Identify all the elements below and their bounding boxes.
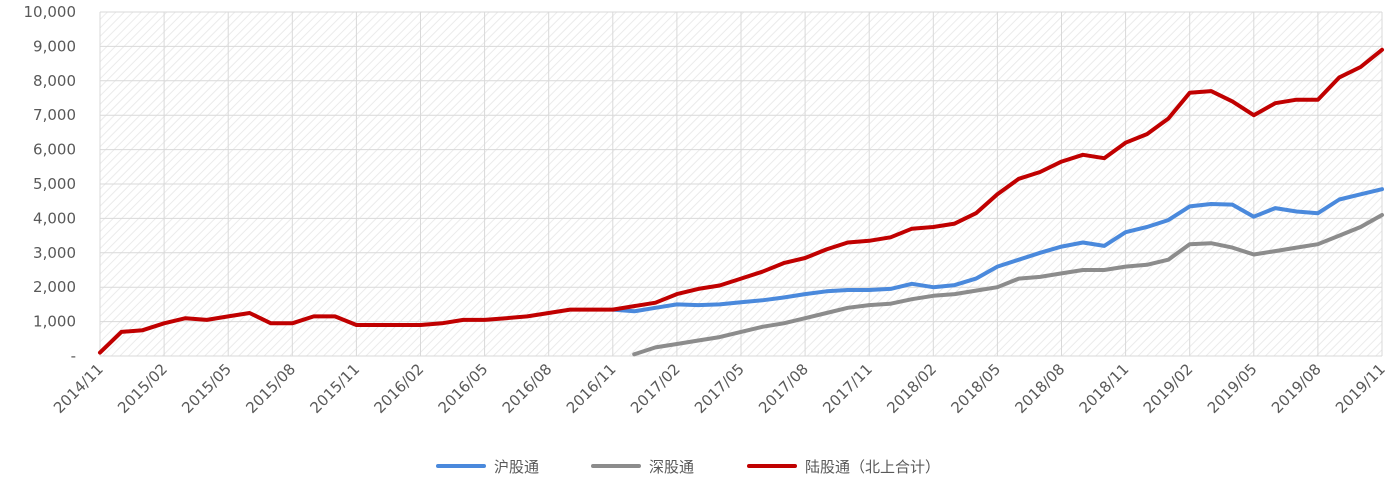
series-line-1 (632, 213, 1384, 357)
legend-label: 陆股通（北上合计） (805, 458, 940, 476)
x-tick-label: 2016/02 (371, 360, 428, 417)
x-tick-label: 2018/08 (1012, 360, 1069, 417)
y-tick-label: 3,000 (33, 244, 76, 262)
x-tick-label: 2015/11 (306, 360, 363, 417)
x-tick-label: 2017/02 (627, 360, 684, 417)
y-tick-label: 9,000 (33, 37, 76, 55)
x-tick-label: 2017/05 (691, 360, 748, 417)
x-tick-label: 2015/02 (114, 360, 171, 417)
y-tick-label: 8,000 (33, 72, 76, 90)
y-axis: - 1,000 2,000 3,000 4,000 5,000 6,000 7,000 8,00… (24, 3, 77, 365)
x-tick-label: 2018/05 (947, 360, 1004, 417)
x-tick-label: 2019/05 (1204, 360, 1261, 417)
x-tick-label: 2019/08 (1268, 360, 1325, 417)
series-line-0 (610, 187, 1384, 314)
x-tick-label: 2017/08 (755, 360, 812, 417)
x-tick-label: 2019/02 (1140, 360, 1197, 417)
x-tick-label: 2016/11 (563, 360, 620, 417)
y-tick-label: 4,000 (33, 209, 76, 227)
legend: 沪股通 深股通 陆股通（北上合计） (436, 458, 940, 476)
x-tick-label: 2016/05 (435, 360, 492, 417)
series-line-2 (98, 47, 1384, 355)
x-tick-label: 2014/11 (50, 360, 107, 417)
x-tick-label: 2018/11 (1076, 360, 1133, 417)
legend-label: 深股通 (649, 458, 694, 476)
series-lines (98, 47, 1384, 357)
gridlines (99, 11, 1383, 357)
x-axis: 2014/11 2015/02 2015/05 2015/08 2015/11 2016/… (50, 360, 1389, 417)
x-tick-label: 2017/11 (819, 360, 876, 417)
y-tick-label: 1,000 (33, 313, 76, 331)
legend-label: 沪股通 (494, 458, 539, 476)
y-tick-label: 7,000 (33, 106, 76, 124)
x-tick-label: 2019/11 (1332, 360, 1389, 417)
y-tick-label: 2,000 (33, 278, 76, 296)
x-tick-label: 2015/05 (178, 360, 235, 417)
x-tick-label: 2016/08 (499, 360, 556, 417)
x-tick-label: 2015/08 (242, 360, 299, 417)
y-tick-label: - (71, 347, 76, 365)
y-tick-label: 5,000 (33, 175, 76, 193)
y-tick-label: 10,000 (24, 3, 77, 21)
y-tick-label: 6,000 (33, 141, 76, 159)
x-tick-label: 2018/02 (883, 360, 940, 417)
